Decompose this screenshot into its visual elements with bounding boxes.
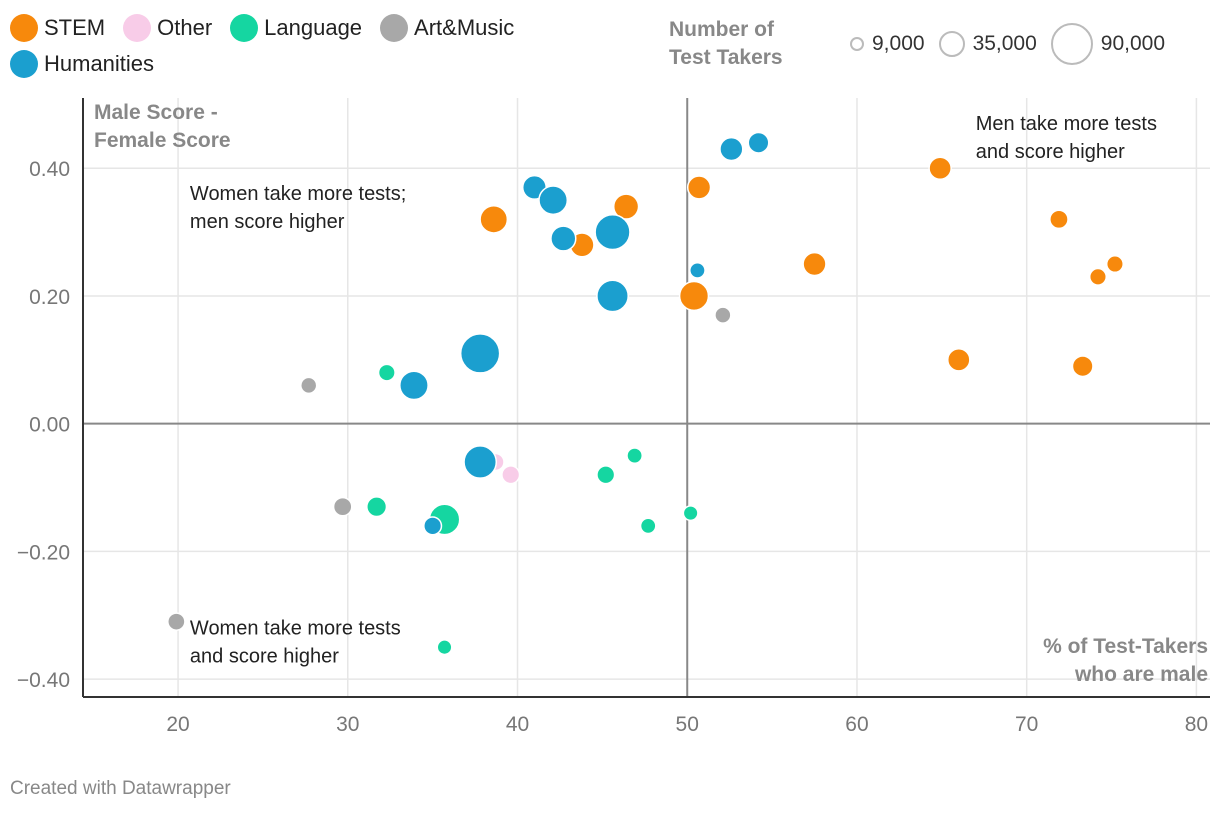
legend-row: Humanities — [10, 46, 610, 82]
quadrant-annotation: Men take more tests and score higher — [976, 113, 1157, 163]
data-point-stem — [1071, 355, 1094, 378]
y-tick-label: 0.40 — [29, 158, 70, 181]
legend-item-language: Language — [230, 14, 362, 42]
x-tick-label: 40 — [506, 713, 529, 736]
x-axis-title: % of Test-Takers who are male — [1043, 635, 1208, 686]
data-point-stem — [1088, 267, 1107, 286]
category-legend: STEM Other Language Art&Music Humanities — [10, 10, 610, 82]
size-legend-item-small: 9,000 — [850, 32, 925, 56]
y-tick-label: −0.20 — [17, 541, 70, 564]
legend-swatch — [10, 50, 38, 78]
y-tick-label: 0.20 — [29, 286, 70, 309]
legend-item-stem: STEM — [10, 14, 105, 42]
legend-label: Humanities — [44, 51, 155, 76]
quadrant-annotation: Women take more tests; men score higher — [190, 183, 406, 233]
data-point-humanities — [747, 131, 770, 154]
legend-row: STEM Other Language Art&Music — [10, 10, 610, 46]
data-point-stem — [686, 175, 712, 200]
data-point-stem — [612, 193, 640, 220]
data-point-stem — [947, 348, 971, 372]
legend-item-other: Other — [123, 14, 212, 42]
data-point-language — [377, 363, 396, 382]
data-point-stem — [1049, 209, 1069, 230]
data-point-humanities — [550, 225, 577, 252]
data-point-art-music — [300, 376, 318, 395]
x-tick-label: 50 — [676, 713, 699, 736]
x-tick-label: 60 — [845, 713, 868, 736]
legend-swatch — [123, 14, 152, 42]
x-tick-label: 20 — [166, 713, 189, 736]
legend-swatch — [380, 14, 409, 42]
size-circle-medium — [938, 31, 965, 57]
x-tick-label: 30 — [336, 713, 359, 736]
size-label-large: 90,000 — [1100, 32, 1166, 55]
legend-label: Art&Music — [414, 15, 515, 40]
data-point-humanities — [538, 185, 569, 216]
data-point-humanities — [423, 516, 443, 536]
size-circle-large — [1050, 23, 1093, 65]
data-point-humanities — [459, 333, 501, 374]
data-point-language — [626, 447, 644, 464]
datawrapper-credit: Created with Datawrapper — [10, 778, 231, 799]
x-tick-label: 80 — [1185, 713, 1208, 736]
data-point-stem — [1105, 255, 1124, 274]
size-label-small: 9,000 — [872, 32, 925, 55]
legend-label: Other — [157, 15, 213, 40]
data-point-humanities — [399, 370, 429, 401]
size-legend-item-medium: 35,000 — [938, 31, 1037, 57]
size-circle-small — [850, 37, 864, 51]
size-legend: 9,000 35,000 90,000 — [850, 22, 1179, 66]
y-tick-label: −0.40 — [17, 669, 70, 692]
data-point-humanities — [719, 136, 744, 162]
legend-item-humanities: Humanities — [10, 50, 154, 78]
data-point-humanities — [596, 279, 629, 313]
data-point-stem — [928, 156, 952, 181]
data-point-language — [436, 639, 453, 656]
size-label-medium: 35,000 — [972, 32, 1037, 55]
size-legend-title-text: Number of Test Takers — [669, 18, 783, 69]
legend-label: STEM — [44, 15, 106, 40]
size-legend-item-large: 90,000 — [1050, 23, 1166, 65]
legend-swatch — [230, 14, 259, 42]
data-point-language — [639, 517, 657, 535]
y-tick-label: 0.00 — [29, 414, 70, 437]
data-point-other — [501, 465, 521, 485]
data-point-art-music — [167, 612, 186, 631]
data-point-art-music — [332, 496, 353, 517]
y-axis-title: Male Score -Female Score — [94, 101, 231, 152]
data-point-language — [366, 496, 388, 518]
legend-item-art-music: Art&Music — [380, 14, 514, 42]
legend-label: Language — [264, 15, 363, 40]
size-legend-title: Number of Test Takers — [669, 16, 799, 72]
legend-swatch — [10, 14, 38, 42]
data-point-stem — [678, 280, 710, 312]
data-point-language — [596, 465, 616, 485]
data-point-stem — [802, 251, 827, 277]
data-point-stem — [479, 204, 509, 234]
data-point-humanities — [689, 262, 706, 279]
data-point-humanities — [463, 445, 498, 479]
x-tick-label: 70 — [1015, 713, 1038, 736]
quadrant-annotation: Women take more tests and score higher — [190, 617, 401, 667]
data-point-humanities — [594, 213, 631, 251]
data-point-language — [682, 505, 699, 522]
data-point-art-music — [714, 306, 732, 324]
